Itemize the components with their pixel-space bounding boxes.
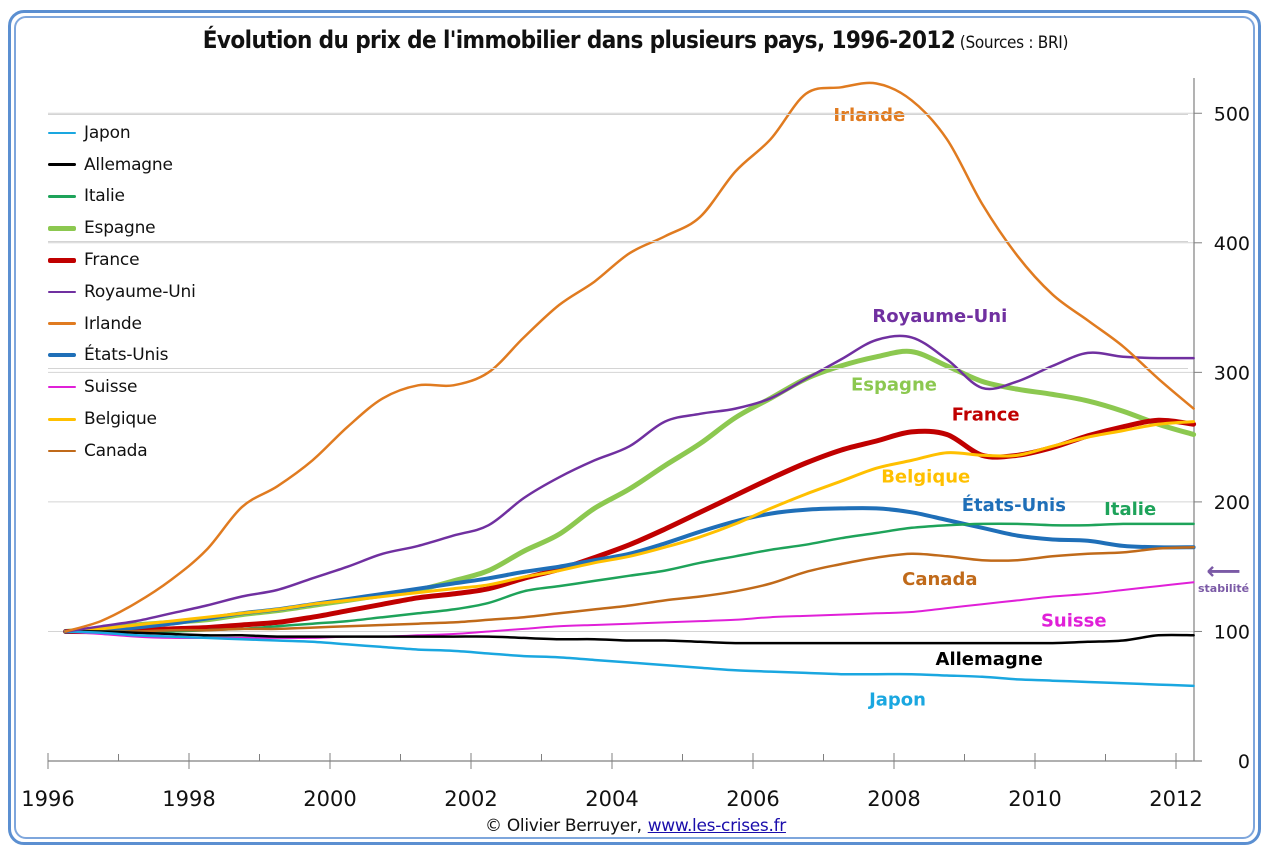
legend-label: Belgique — [84, 409, 157, 430]
chart-frame-inner — [14, 16, 1255, 839]
x-tick-label: 2008 — [867, 787, 920, 811]
legend-swatch — [48, 353, 76, 358]
series-label: États-Unis — [962, 494, 1066, 516]
series-label: Belgique — [881, 466, 970, 487]
legend: Japon Allemagne Italie Espagne France Royaume… — [48, 114, 1188, 467]
legend-label: Allemagne — [84, 154, 173, 175]
series-line-allemagne — [64, 630, 1195, 645]
arrow-left-icon: ⟵ — [1206, 558, 1241, 585]
x-tick-label: 2012 — [1149, 787, 1202, 811]
series-label: Italie — [1104, 499, 1156, 520]
legend-item: Suisse — [48, 371, 196, 403]
x-tick-label: 1998 — [162, 787, 215, 811]
series-line-japon — [64, 630, 1195, 688]
legend-item: États-Unis — [48, 340, 196, 372]
legend-item: Royaume-Uni — [48, 276, 196, 308]
legend-swatch — [48, 417, 76, 421]
x-tick-label: 2010 — [1008, 787, 1061, 811]
legend-label: Irlande — [84, 313, 142, 334]
legend-item: Irlande — [48, 308, 196, 340]
credit-text: © Olivier Berruyer, — [485, 816, 642, 836]
series-label: Allemagne — [936, 649, 1043, 670]
legend-label: Canada — [84, 440, 148, 461]
series-label: Royaume-Uni — [872, 306, 1007, 327]
legend-label: France — [84, 250, 140, 271]
legend-item: Espagne — [48, 212, 196, 244]
legend-item: Italie — [48, 181, 196, 213]
chart-title: Évolution du prix de l'immobilier dans p… — [0, 26, 1271, 54]
series-label: Japon — [867, 689, 926, 710]
legend-separator — [48, 241, 1188, 243]
chart-frame-outer — [8, 10, 1261, 845]
series-labels: Irlande Royaume-Uni Espagne France Belgique É… — [833, 105, 1156, 710]
series-line-canada — [64, 545, 1195, 633]
legend-label: Italie — [84, 186, 125, 207]
legend-item: Belgique — [48, 403, 196, 435]
legend-separator — [48, 114, 1188, 115]
legend-label: Royaume-Uni — [84, 281, 196, 302]
legend-swatch — [48, 386, 76, 389]
legend-item: France — [48, 244, 196, 276]
series-line-espagne — [63, 348, 1197, 634]
y-tick-label: 200 — [1214, 492, 1250, 514]
y-tick-label: 500 — [1214, 103, 1250, 125]
series-line-irlande — [64, 81, 1195, 633]
y-tick-label: 100 — [1214, 621, 1250, 643]
legend-label: Japon — [84, 122, 131, 143]
gridlines — [48, 112, 1194, 632]
legend-label: Suisse — [84, 377, 138, 398]
chart-title-source: (Sources : BRI) — [959, 33, 1069, 53]
footer-credit: © Olivier Berruyer, www.les-crises.fr — [0, 816, 1271, 836]
series-label: Suisse — [1041, 610, 1107, 631]
series-label: Irlande — [833, 105, 905, 126]
x-tick-label: 2006 — [726, 787, 779, 811]
series-lines — [63, 81, 1197, 688]
legend-swatch — [48, 131, 76, 135]
legend-item: Japon — [48, 117, 196, 149]
chart-title-main: Évolution du prix de l'immobilier dans p… — [202, 26, 956, 54]
legend-label: Espagne — [84, 218, 156, 239]
website-link[interactable]: www.les-crises.fr — [647, 816, 787, 836]
legend-swatch — [48, 449, 76, 453]
legend-swatch — [48, 257, 76, 263]
series-line-belgique — [64, 420, 1196, 633]
series-line-royaume-uni — [64, 334, 1195, 633]
y-tick-label: 0 — [1238, 751, 1250, 773]
legend-swatch — [48, 195, 76, 198]
stability-label: stabilité — [1198, 582, 1250, 595]
legend-swatch — [48, 163, 76, 166]
series-label: Espagne — [851, 374, 937, 395]
series-label: France — [952, 404, 1020, 425]
axes: 0 100 200 300 400 500 1996 1998 2000 2002 2004 2006… — [21, 78, 1250, 811]
legend-item: Allemagne — [48, 149, 196, 181]
x-tick-label: 2000 — [303, 787, 356, 811]
legend-swatch — [48, 322, 76, 325]
legend-swatch — [48, 225, 76, 231]
x-tick-label: 2004 — [585, 787, 638, 811]
legend-item: Canada — [48, 435, 196, 467]
y-tick-label: 400 — [1214, 233, 1250, 255]
x-tick-label: 1996 — [21, 787, 74, 811]
legend-swatch — [48, 290, 76, 294]
y-tick-label: 300 — [1214, 362, 1250, 384]
series-line-suisse — [64, 581, 1195, 639]
series-label: Canada — [902, 569, 977, 590]
legend-label: États-Unis — [84, 345, 169, 366]
stability-note: ⟵ stabilité — [1198, 558, 1250, 596]
legend-separator — [48, 368, 1188, 370]
x-tick-label: 2002 — [444, 787, 497, 811]
